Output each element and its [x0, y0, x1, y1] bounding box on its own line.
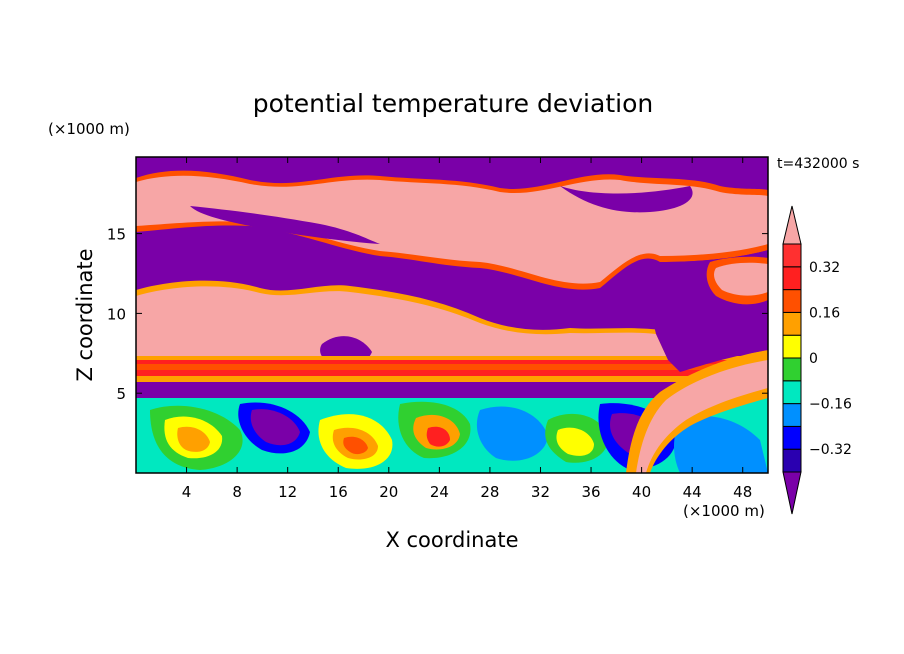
x-tick-label: 44: [683, 483, 702, 501]
chart-title: potential temperature deviation: [253, 89, 653, 118]
y-axis-label: Z coordinate: [73, 248, 97, 381]
blob-purple-1: [250, 409, 300, 446]
colorbar-extend-min: [782, 471, 802, 515]
x-tick-label: 12: [278, 483, 297, 501]
colorbar: −0.32 −0.16 0 0.16 0.32: [782, 205, 852, 515]
colorbar-tick-label: 0: [809, 351, 818, 367]
x-axis: 4 8 12 16 20 24 28 32 36 40 44 48: [182, 157, 752, 501]
x-tick-label: 24: [430, 483, 449, 501]
x-tick-label: 16: [329, 483, 348, 501]
blob-yellow-5: [556, 427, 594, 456]
y-tick-label: 10: [107, 305, 126, 323]
colorbar-tick-label: 0.16: [809, 305, 840, 321]
y-tick-label: 5: [116, 385, 126, 403]
colorbar-box: [782, 334, 802, 359]
colorbar-box: [782, 357, 802, 382]
colorbar-box: [782, 243, 802, 268]
y-unit-label: (×1000 m): [48, 120, 130, 138]
colorbar-box: [782, 448, 802, 473]
x-tick-label: 4: [182, 483, 192, 501]
purple-gap: [136, 382, 768, 398]
colorbar-box: [782, 311, 802, 336]
plume-core: [636, 360, 768, 473]
colorbar-box: [782, 266, 802, 291]
right-warm-patch-core: [714, 262, 768, 296]
blob-red-2: [343, 436, 368, 455]
inversion-layer-core: [136, 364, 768, 370]
x-tick-label: 32: [531, 483, 550, 501]
x-tick-label: 20: [379, 483, 398, 501]
x-tick-label: 40: [632, 483, 651, 501]
x-unit-label: (×1000 m): [683, 502, 765, 520]
colorbar-box: [782, 289, 802, 313]
upper-purple-patch: [560, 186, 693, 213]
y-axis: 5 10 15: [107, 226, 768, 403]
colorbar-box: [782, 380, 802, 405]
blob-red-3: [426, 426, 450, 447]
colorbar-tick-label: −0.32: [809, 442, 852, 458]
x-tick-label: 48: [733, 483, 752, 501]
plot-frame: [135, 156, 769, 474]
blob-blue-7: [674, 416, 768, 473]
colorbar-box: [782, 425, 802, 450]
colorbar-tick-label: −0.16: [809, 397, 852, 413]
colorbar-box: [782, 403, 802, 427]
time-label: t=432000 s: [777, 156, 859, 172]
y-tick-label: 15: [107, 226, 126, 244]
x-axis-label: X coordinate: [385, 528, 518, 552]
purple-intrusion: [190, 206, 380, 244]
colorbar-tick-label: 0.32: [809, 260, 840, 276]
blob-blue-4: [476, 406, 548, 461]
colorbar-extend-max: [782, 205, 802, 245]
plot-area: [136, 157, 768, 473]
x-tick-label: 28: [480, 483, 499, 501]
x-tick-label: 36: [581, 483, 600, 501]
x-tick-label: 8: [232, 483, 242, 501]
blob-orange-1: [177, 426, 210, 452]
